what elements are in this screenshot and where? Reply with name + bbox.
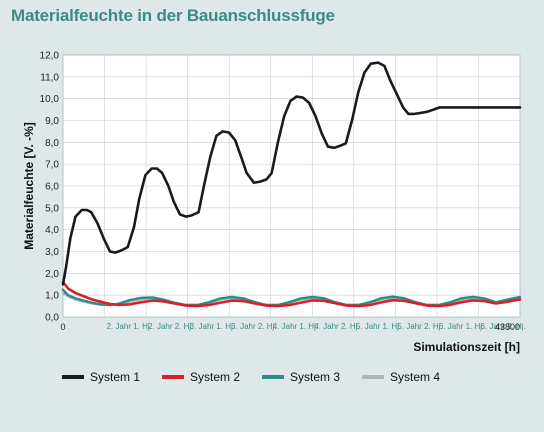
y-tick-label: 2,0 [45, 269, 59, 280]
grid [62, 54, 521, 318]
y-tick-label: 11,0 [40, 72, 59, 83]
x-tick-label: 5. Jahr 2. Hj. [397, 322, 442, 331]
x-tick-label-end: 43800 [495, 322, 520, 332]
legend-item-system-1: System 1 [62, 370, 140, 384]
y-tick-label: 9,0 [45, 116, 59, 127]
legend-swatch-system-1 [62, 375, 84, 379]
legend: System 1 System 2 System 3 System 4 [62, 370, 462, 384]
series-line-system-2 [61, 280, 522, 308]
x-tick-label: 4. Jahr 2. Hj. [314, 322, 359, 331]
x-tick-label: 2. Jahr 2. Hj. [148, 322, 193, 331]
legend-label: System 4 [390, 370, 441, 384]
y-tick-label: 8,0 [45, 138, 59, 149]
x-tick-label: 3. Jahr 2. Hj. [231, 322, 276, 331]
y-tick-label: 7,0 [45, 160, 59, 171]
x-tick-label: 2. Jahr 1. Hj. [107, 322, 152, 331]
x-tick-label: 4. Jahr 1. Hj. [273, 322, 318, 331]
y-tick-label: 12,0 [40, 51, 60, 62]
x-tick-label: 6. Jahr 2. Hj. [480, 322, 525, 331]
legend-label: System 1 [90, 370, 141, 384]
x-tick-label: 3. Jahr 1. Hj. [190, 322, 235, 331]
legend-item-system-4: System 4 [362, 370, 440, 384]
x-tick-label: 5. Jahr 1. Hj. [356, 322, 401, 331]
y-tick-label: 3,0 [45, 247, 59, 258]
legend-label: System 2 [190, 370, 241, 384]
legend-item-system-2: System 2 [162, 370, 240, 384]
y-tick-label: 1,0 [45, 291, 59, 302]
page-title: Materialfeuchte in der Bauanschlussfuge [11, 6, 335, 25]
series-group [61, 61, 522, 308]
y-tick-label: 10,0 [40, 94, 60, 105]
y-axis-label: Materialfeuchte [V. -%] [22, 122, 36, 250]
x-tick-label-start: 0 [60, 322, 65, 332]
legend-swatch-system-4 [362, 375, 385, 379]
y-tick-label: 6,0 [45, 182, 59, 193]
series-line-system-1 [61, 61, 522, 286]
x-tick-label: 6. Jahr 1. Hj. [439, 322, 484, 331]
y-axis-ticks: 0,0 1,0 2,0 3,0 4,0 5,0 6,0 7,0 8,0 9,0 10,0 11,0 12… [40, 51, 60, 324]
legend-item-system-3: System 3 [262, 370, 340, 384]
legend-swatch-system-2 [162, 375, 185, 379]
x-axis-ticks: 0 2. Jahr 1. Hj.2. Jahr 2. Hj.3. Jahr 1. … [60, 322, 525, 332]
y-tick-label: 0,0 [45, 313, 59, 324]
y-tick-label: 4,0 [45, 225, 59, 236]
x-axis-label: Simulationszeit [h] [413, 340, 520, 354]
legend-swatch-system-3 [262, 375, 285, 379]
y-tick-label: 5,0 [45, 203, 59, 214]
legend-label: System 3 [290, 370, 341, 384]
